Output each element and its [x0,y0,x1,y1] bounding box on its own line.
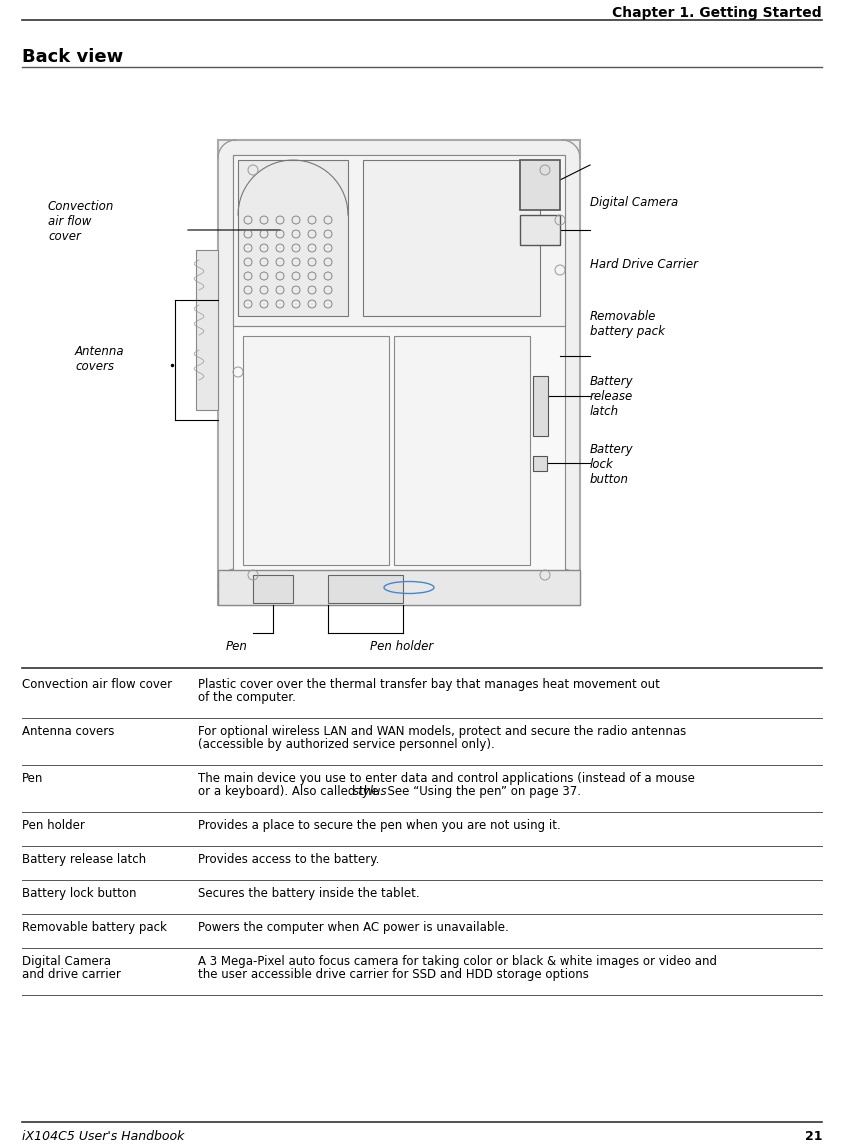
Text: Antenna
covers: Antenna covers [75,346,125,373]
Text: Pen: Pen [226,639,248,653]
Text: Convection
air flow
cover: Convection air flow cover [48,200,115,243]
Text: and drive carrier: and drive carrier [22,968,121,982]
Bar [533,377,548,436]
Text: Pen: Pen [22,771,43,785]
Bar [253,575,293,603]
Text: Provides access to the battery.: Provides access to the battery. [198,853,379,866]
Text: The main device you use to enter data and control applications (instead of a mou: The main device you use to enter data an… [198,771,695,785]
Text: Removable battery pack: Removable battery pack [22,921,167,934]
Text: 21: 21 [804,1130,822,1143]
Text: Provides a place to secure the pen when you are not using it.: Provides a place to secure the pen when … [198,819,560,832]
Bar [363,160,540,316]
Bar [196,250,218,410]
Bar [218,571,580,605]
Text: iX104C5 User's Handbook: iX104C5 User's Handbook [22,1130,184,1143]
Text: Chapter 1. Getting Started: Chapter 1. Getting Started [613,6,822,20]
Text: Back view: Back view [22,48,123,65]
Bar [520,215,560,245]
Text: Digital Camera: Digital Camera [22,955,111,968]
Text: For optional wireless LAN and WAN models, protect and secure the radio antennas: For optional wireless LAN and WAN models… [198,726,686,738]
Text: (accessible by authorized service personnel only).: (accessible by authorized service person… [198,738,495,751]
Bar [394,336,530,565]
Text: Antenna covers: Antenna covers [22,726,115,738]
Text: of the computer.: of the computer. [198,691,296,704]
Text: Powers the computer when AC power is unavailable.: Powers the computer when AC power is una… [198,921,509,934]
Text: stylus: stylus [353,785,388,798]
Bar [233,155,565,326]
Text: Battery
lock
button: Battery lock button [590,443,634,486]
Text: Battery release latch: Battery release latch [22,853,146,866]
Text: Battery
release
latch: Battery release latch [590,375,634,418]
Text: A 3 Mega-Pixel auto focus camera for taking color or black & white images or vid: A 3 Mega-Pixel auto focus camera for tak… [198,955,717,968]
Text: Removable
battery pack: Removable battery pack [590,310,665,338]
Bar [328,575,403,603]
Bar [233,155,565,590]
Text: Battery lock button: Battery lock button [22,887,137,900]
Bar [533,456,547,471]
Text: Plastic cover over the thermal transfer bay that manages heat movement out: Plastic cover over the thermal transfer … [198,678,660,691]
Bar [520,160,560,210]
Text: Pen holder: Pen holder [371,639,434,653]
Text: Digital Camera: Digital Camera [590,196,679,209]
Text: Secures the battery inside the tablet.: Secures the battery inside the tablet. [198,887,419,900]
Text: Convection air flow cover: Convection air flow cover [22,678,172,691]
Bar [238,160,348,316]
Text: or a keyboard). Also called the: or a keyboard). Also called the [198,785,382,798]
Text: Pen holder: Pen holder [22,819,85,832]
Text: the user accessible drive carrier for SSD and HDD storage options: the user accessible drive carrier for SS… [198,968,589,982]
Text: . See “Using the pen” on page 37.: . See “Using the pen” on page 37. [380,785,582,798]
Bar [243,336,389,565]
Bar [218,140,580,605]
Text: Hard Drive Carrier: Hard Drive Carrier [590,258,698,271]
